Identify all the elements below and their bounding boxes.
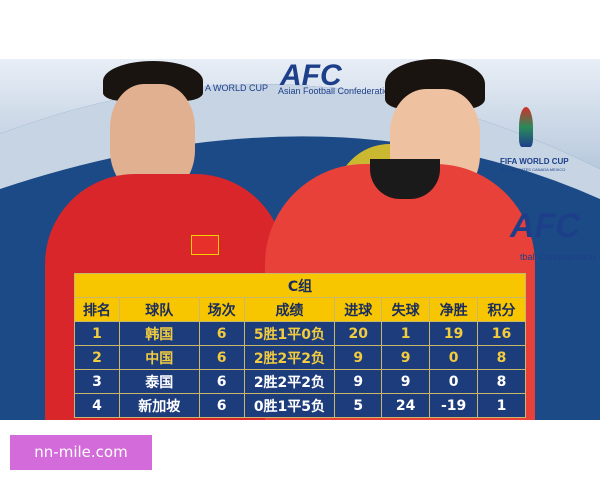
group-c-standings-table: C组 排名 球队 场次 成绩 进球 失球 净胜 积分 1 韩国 6 5胜1平0负 20 1… <box>74 273 526 418</box>
header-rank: 排名 <box>74 297 120 322</box>
cell: 4 <box>74 393 120 418</box>
cell: 3 <box>74 369 120 394</box>
cell: 韩国 <box>118 321 200 346</box>
fifa-logo-right: FIFA WORLD CUP <box>500 157 569 166</box>
cell: 5胜1平0负 <box>243 321 336 346</box>
cell: -19 <box>429 393 479 418</box>
cell: 2胜2平2负 <box>243 345 336 370</box>
cell: 泰国 <box>118 369 200 394</box>
table-row: 2 中国 6 2胜2平2负 9 9 0 8 <box>74 345 526 370</box>
cell: 0 <box>429 345 479 370</box>
cell: 19 <box>429 321 479 346</box>
header-team: 球队 <box>118 297 200 322</box>
header-points: 积分 <box>477 297 526 322</box>
table-row: 4 新加坡 6 0胜1平5负 5 24 -19 1 <box>74 393 526 418</box>
afc-subtitle-top: Asian Football Confederation <box>278 86 395 96</box>
cell: 20 <box>334 321 383 346</box>
header-goals-against: 失球 <box>381 297 431 322</box>
table-title: C组 <box>74 273 526 298</box>
cell: 16 <box>477 321 526 346</box>
cell: 9 <box>334 345 383 370</box>
cell: 6 <box>198 393 245 418</box>
cell: 9 <box>381 369 431 394</box>
table-row: 1 韩国 6 5胜1平0负 20 1 19 16 <box>74 321 526 346</box>
header-record: 成绩 <box>243 297 336 322</box>
table-row: 3 泰国 6 2胜2平2负 9 9 0 8 <box>74 369 526 394</box>
cell: 1 <box>381 321 431 346</box>
cell: 8 <box>477 345 526 370</box>
cell: 6 <box>198 321 245 346</box>
fifa-trophy-icon <box>519 107 533 147</box>
header-goals-for: 进球 <box>334 297 383 322</box>
cell: 6 <box>198 345 245 370</box>
table-header-row: 排名 球队 场次 成绩 进球 失球 净胜 积分 <box>74 297 526 322</box>
fifa-logo-left: A WORLD CUP <box>205 83 269 93</box>
cell: 0胜1平5负 <box>243 393 336 418</box>
cell: 24 <box>381 393 431 418</box>
header-goal-diff: 净胜 <box>429 297 479 322</box>
watermark-label: nn-mile.com <box>10 435 152 470</box>
cell: 1 <box>477 393 526 418</box>
cell: 9 <box>334 369 383 394</box>
cell: 6 <box>198 369 245 394</box>
cell: 0 <box>429 369 479 394</box>
fifa-subtitle-right: UNITED STATES CANADA MEXICO <box>500 167 566 172</box>
header-played: 场次 <box>198 297 245 322</box>
cell: 9 <box>381 345 431 370</box>
afc-logo-right: AFC <box>510 207 580 245</box>
cell: 1 <box>74 321 120 346</box>
cell: 新加坡 <box>118 393 200 418</box>
afc-subtitle-right: tball Confederation <box>520 252 596 262</box>
cell: 8 <box>477 369 526 394</box>
afc-logo-top: AFC <box>280 59 342 92</box>
cell: 2 <box>74 345 120 370</box>
cell: 2胜2平2负 <box>243 369 336 394</box>
cell: 中国 <box>118 345 200 370</box>
cell: 5 <box>334 393 383 418</box>
